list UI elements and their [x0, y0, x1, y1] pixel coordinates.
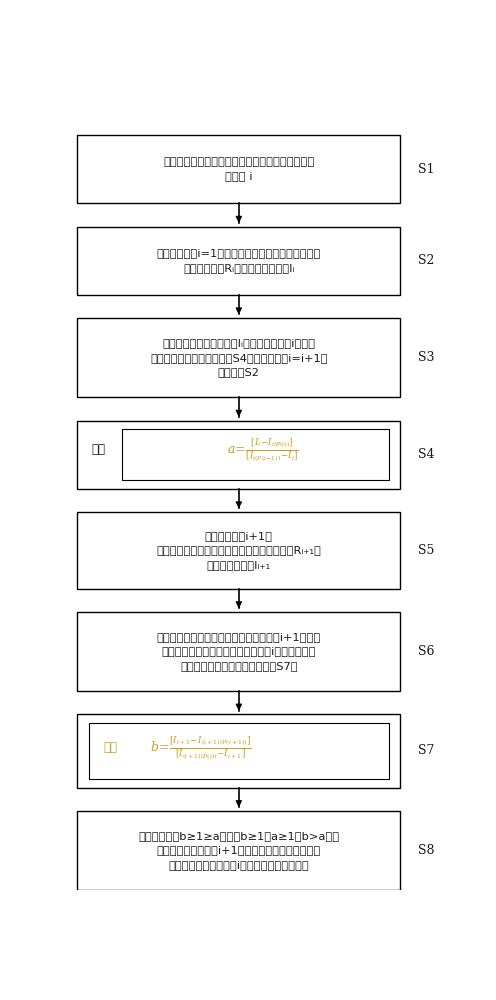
Bar	[89, 723, 389, 779]
Text: $a\!=\!\frac{[I_i\!-\!I_{i(P(i))}]}{[I_{i(P(i\!-\!1))}\!-\!I_i]}$: $a\!=\!\frac{[I_i\!-\!I_{i(P(i))}]}{[I_{…	[227, 437, 299, 463]
Text: S8: S8	[418, 844, 434, 857]
Text: $b\!=\!\frac{[I_{i+1}\!-\!I_{(i+1)(P(i+1))}]}{[I_{(i+1)(P(i))}\!-\!I_{i+1}]}$: $b\!=\!\frac{[I_{i+1}\!-\!I_{(i+1)(P(i+1…	[150, 735, 252, 761]
Text: 判断所述实际运行电流值是否在对应的第i+1正常电
流范围内，若不在，将所述静压区间i确定为最终静
压区间，结束；若在，执行步骤S7；: 判断所述实际运行电流值是否在对应的第i+1正常电 流范围内，若不在，将所述静压区…	[157, 632, 321, 671]
Text: 判断所述实际运行电流值Iᵢ是否在对应的第i正常电
流范围内，若在，执行步骤S4；若不在，则i=i+1，
返回步骤S2: 判断所述实际运行电流值Iᵢ是否在对应的第i正常电 流范围内，若在，执行步骤S4；…	[150, 338, 328, 377]
Bar	[77, 227, 400, 295]
Bar	[77, 135, 400, 203]
Text: 选择静压区间i=1，检测风机所处挡位、该挡位下的
风机运行转速Rᵢ和实际运行电流值Iᵢ: 选择静压区间i=1，检测风机所处挡位、该挡位下的 风机运行转速Rᵢ和实际运行电流…	[157, 248, 321, 273]
Text: 计算: 计算	[103, 741, 117, 754]
Bar	[77, 714, 400, 788]
Bar	[122, 429, 389, 480]
Text: 选择静压区间i+1，
检测风机所处挡位、该挡位下的风机运行转速Rᵢ₊₁和
实际运行电流值Iᵢ₊₁: 选择静压区间i+1， 检测风机所处挡位、该挡位下的风机运行转速Rᵢ₊₁和 实际运…	[156, 531, 321, 570]
Bar	[77, 421, 400, 489]
Bar	[77, 512, 400, 589]
Text: S2: S2	[418, 254, 434, 267]
Bar	[77, 318, 400, 397]
Text: S5: S5	[418, 544, 434, 557]
Text: S6: S6	[418, 645, 434, 658]
Bar	[77, 811, 400, 890]
Text: S1: S1	[418, 163, 434, 176]
Text: 按照预定规则将风管内的静压细分为预定数量的静
压区间 i: 按照预定规则将风管内的静压细分为预定数量的静 压区间 i	[163, 157, 314, 182]
Text: S4: S4	[418, 448, 434, 461]
Text: S3: S3	[418, 351, 434, 364]
Text: S7: S7	[418, 744, 434, 757]
Text: 满足预设条件b≥1≥a或者（b≥1且a≥1且b>a），
则确定所述静压区间i+1为最终静压区间，结束；否
则，确定所述静压区间i为最终静压区间，结束: 满足预设条件b≥1≥a或者（b≥1且a≥1且b>a）， 则确定所述静压区间i+1…	[138, 831, 339, 870]
Bar	[77, 612, 400, 691]
Text: 计算: 计算	[92, 443, 106, 456]
